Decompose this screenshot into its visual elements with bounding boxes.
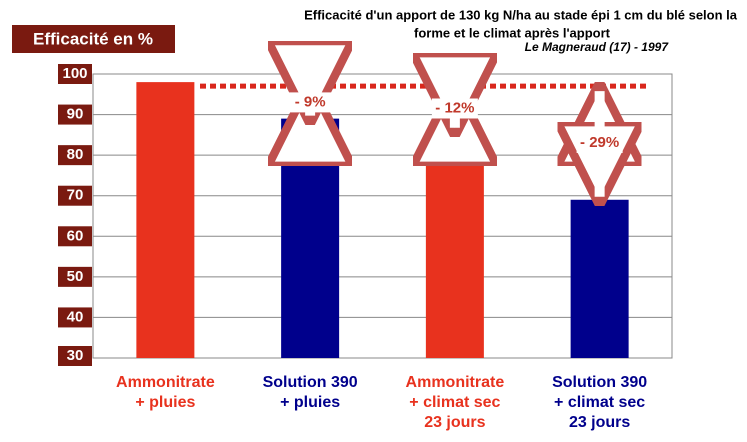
y-tick-label: 40 <box>67 308 84 325</box>
y-tick-box <box>58 226 92 247</box>
x-tick-label: + climat sec <box>409 394 500 411</box>
chart-title: forme et le climat après l'apport <box>414 25 611 40</box>
chart-title: Efficacité d'un apport de 130 kg N/ha au… <box>304 7 738 22</box>
annotation-box <box>576 132 623 153</box>
y-tick-box <box>58 266 92 287</box>
y-tick-box <box>58 104 92 125</box>
x-tick-label: Ammonitrate <box>406 374 505 391</box>
x-tick-label: 23 jours <box>569 414 630 431</box>
x-tick-label: Solution 390 <box>263 374 358 391</box>
y-tick-label: 50 <box>67 268 84 285</box>
x-tick-label: + climat sec <box>554 394 645 411</box>
annotation-box <box>431 98 478 119</box>
annotation: - 29% <box>580 134 619 151</box>
bar <box>425 130 484 358</box>
y-tick-label: 80 <box>67 146 84 163</box>
subtitle: Le Magneraud (17) - 1997 <box>525 40 670 54</box>
y-tick-box <box>58 346 92 366</box>
annotation: - 12% <box>435 99 474 116</box>
annotation: - 9% <box>295 93 326 110</box>
y-tick-label: 30 <box>67 347 84 364</box>
x-tick-label: Solution 390 <box>552 374 647 391</box>
bar <box>136 82 195 358</box>
y-tick-label: 70 <box>67 187 84 204</box>
y-tick-box <box>58 307 92 328</box>
y-tick-box <box>58 185 92 206</box>
y-label-box <box>12 25 175 53</box>
x-tick-label: + pluies <box>280 394 340 411</box>
x-tick-label: 23 jours <box>424 414 485 431</box>
bar <box>570 199 629 358</box>
y-tick-box <box>58 145 92 166</box>
y-axis-label: Efficacité en % <box>33 29 153 48</box>
y-tick-box <box>58 64 92 84</box>
bar <box>281 118 340 358</box>
y-tick-label: 60 <box>67 227 84 244</box>
x-tick-label: Ammonitrate <box>116 374 215 391</box>
annotation-box <box>287 92 334 113</box>
y-tick-label: 100 <box>62 65 87 82</box>
y-tick-label: 90 <box>67 106 84 123</box>
x-tick-label: + pluies <box>135 394 195 411</box>
